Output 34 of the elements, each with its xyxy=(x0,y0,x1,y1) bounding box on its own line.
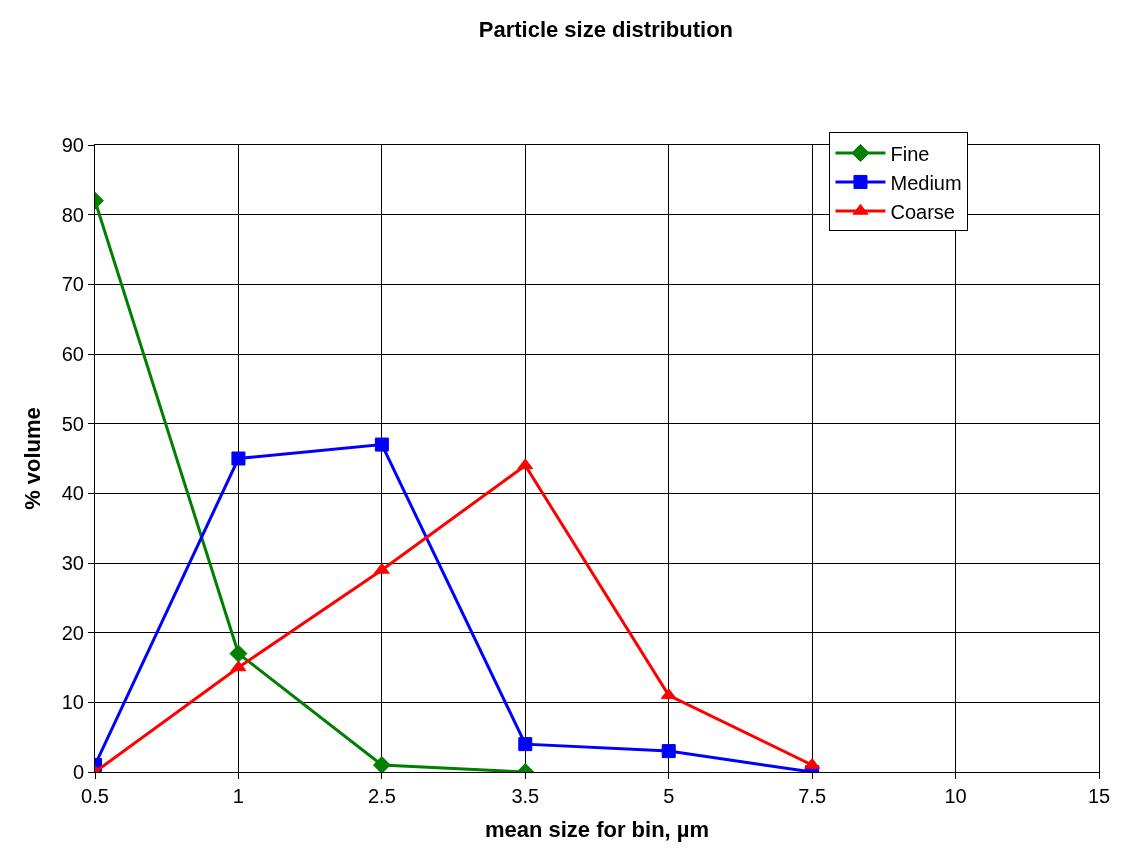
y-tick-label: 60 xyxy=(61,343,84,365)
point xyxy=(661,744,676,759)
point xyxy=(660,688,677,700)
x-axis-title: mean size for bin, µm xyxy=(484,816,710,842)
y-tick-label: 80 xyxy=(61,203,84,226)
y-tick-label: 90 xyxy=(61,134,84,156)
x-tick-label: 3.5 xyxy=(511,785,540,807)
x-tick-label: 10 xyxy=(944,785,967,807)
legend-label: Medium xyxy=(890,171,962,194)
y-axis-title: % volume xyxy=(19,407,45,510)
point xyxy=(373,562,390,574)
chart-title: Particle size distribution xyxy=(478,16,734,42)
x-tick-label: 7.5 xyxy=(798,785,827,807)
point xyxy=(374,437,389,452)
x-tick-label: 1 xyxy=(232,785,244,807)
y-tick-label: 40 xyxy=(61,482,84,505)
y-tick-label: 50 xyxy=(61,412,84,435)
y-tick-label: 20 xyxy=(61,621,84,644)
y-tick-label: 70 xyxy=(61,273,84,296)
point xyxy=(372,756,391,772)
point xyxy=(230,660,247,672)
y-tick-label: 30 xyxy=(61,552,84,574)
point xyxy=(517,458,534,470)
legend-label: Coarse xyxy=(890,200,955,223)
y-tick-label: 0 xyxy=(72,761,84,783)
x-tick-label: 0.5 xyxy=(81,785,109,807)
x-tick-label: 15 xyxy=(1087,785,1111,807)
point xyxy=(518,737,533,752)
x-tick-label: 5 xyxy=(663,785,675,807)
y-tick-label: 10 xyxy=(61,691,84,714)
point xyxy=(229,644,248,663)
point xyxy=(231,451,246,466)
legend-label: Fine xyxy=(890,142,930,165)
x-tick-label: 2.5 xyxy=(367,785,396,807)
